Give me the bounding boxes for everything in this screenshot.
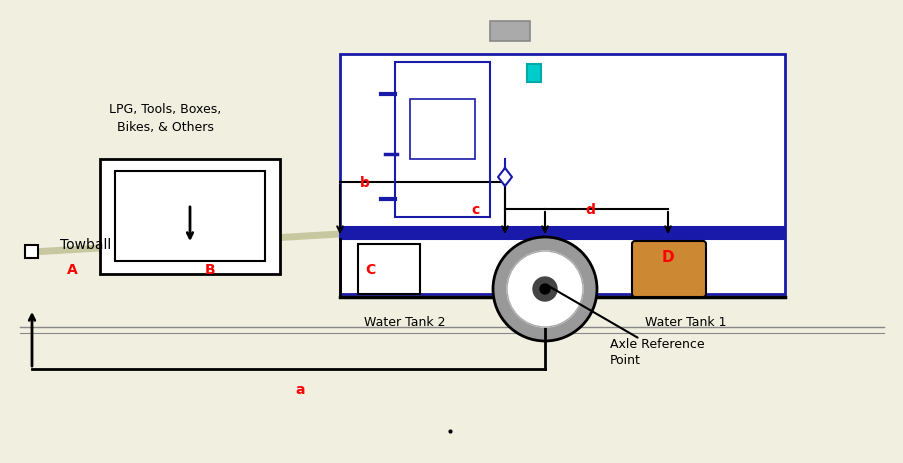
Bar bbox=[115, 172, 265, 262]
Text: Towball: Towball bbox=[60, 238, 111, 251]
Bar bbox=[100, 160, 280, 275]
Text: a: a bbox=[295, 382, 304, 396]
Bar bbox=[410, 100, 474, 160]
Bar bbox=[489, 22, 529, 42]
Bar bbox=[526, 65, 540, 83]
Text: B: B bbox=[204, 263, 215, 276]
Polygon shape bbox=[498, 169, 511, 187]
Text: Bikes, & Others: Bikes, & Others bbox=[116, 121, 213, 134]
FancyBboxPatch shape bbox=[631, 242, 705, 297]
Circle shape bbox=[533, 277, 556, 301]
Text: C: C bbox=[365, 263, 375, 276]
Text: Water Tank 2: Water Tank 2 bbox=[364, 315, 445, 328]
Text: c: c bbox=[470, 203, 479, 217]
Bar bbox=[340, 55, 784, 294]
Text: b: b bbox=[359, 175, 369, 189]
Bar bbox=[25, 245, 38, 258]
Bar bbox=[358, 244, 420, 294]
Text: Axle Reference: Axle Reference bbox=[610, 338, 703, 351]
Text: d: d bbox=[584, 203, 594, 217]
Bar bbox=[395, 63, 489, 218]
Text: Water Tank 1: Water Tank 1 bbox=[645, 315, 726, 328]
Circle shape bbox=[492, 238, 596, 341]
Circle shape bbox=[507, 251, 582, 327]
Text: D: D bbox=[661, 250, 674, 265]
Circle shape bbox=[539, 284, 549, 294]
Text: Point: Point bbox=[610, 353, 640, 366]
Bar bbox=[340, 227, 784, 239]
Text: A: A bbox=[67, 263, 78, 276]
Text: LPG, Tools, Boxes,: LPG, Tools, Boxes, bbox=[108, 103, 221, 116]
